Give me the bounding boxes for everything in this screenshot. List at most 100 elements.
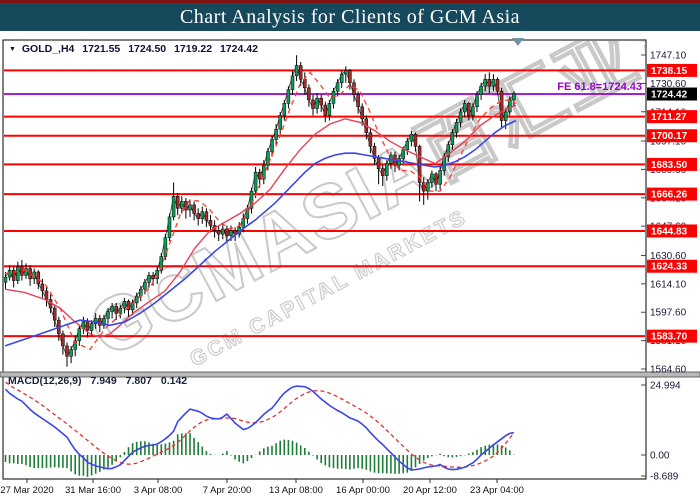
candle-bearish: [40, 283, 45, 292]
candle-bearish: [368, 132, 373, 147]
sr-price-badge-label: 1583.70: [651, 332, 688, 343]
time-tick-label[interactable]: 13 Apr 08:00: [269, 485, 323, 496]
panel-separator[interactable]: [0, 371, 700, 378]
sr-price-badge: [647, 157, 697, 171]
ma-red-solid-line[interactable]: [4, 104, 517, 339]
time-tick-label[interactable]: 23 Apr 04:00: [470, 485, 524, 496]
candle-bearish: [380, 168, 385, 176]
candle-bullish: [335, 82, 340, 92]
candle-bearish: [352, 82, 356, 95]
candle-bullish: [471, 106, 475, 116]
candle-bearish: [311, 99, 315, 109]
candle-bullish: [253, 171, 258, 192]
chart-dropdown-icon[interactable]: ▼: [9, 46, 16, 53]
candle-bullish: [143, 282, 147, 290]
candle-bullish: [483, 79, 487, 87]
candle-bullish: [89, 323, 94, 331]
candle-bearish: [52, 307, 57, 321]
sr-price-badge-label: 1666.26: [651, 190, 688, 201]
candle-bearish: [421, 182, 426, 192]
candle-bullish: [73, 340, 77, 350]
candle-bearish: [28, 268, 32, 280]
price-tick-label: 1597.60: [650, 308, 687, 319]
candle-bullish: [290, 75, 295, 90]
candle-bearish: [225, 228, 229, 237]
sr-price-badge: [647, 129, 697, 143]
candle-bullish: [134, 295, 139, 304]
fibo-expansion-label[interactable]: FE 61.8=1724.43: [557, 81, 642, 93]
symbol-ohlc-header: ▼ GOLD_,H4 1721.55 1724.50 1719.22 1724.…: [9, 43, 263, 55]
time-tick-label[interactable]: 31 Mar 16:00: [65, 485, 121, 496]
sr-price-badge: [647, 329, 697, 343]
high-value: 1724.50: [128, 43, 167, 55]
candle-bearish: [233, 230, 237, 235]
price-tick-label: 1630.60: [650, 251, 687, 262]
current-price-badge: [647, 87, 697, 101]
candle-bearish: [319, 97, 323, 106]
candle-bullish: [475, 94, 479, 108]
candle-bullish: [503, 111, 508, 121]
candle-bullish: [409, 134, 414, 142]
candle-bearish: [114, 306, 118, 314]
macd-main-line: [4, 385, 515, 471]
sr-price-badge-label: 1711.27: [651, 112, 687, 123]
candle-bearish: [307, 87, 311, 101]
macd-tick-label: -8.689: [650, 472, 679, 483]
candle-bullish: [118, 307, 123, 314]
candle-bearish: [151, 275, 155, 280]
candle-bullish: [229, 230, 233, 237]
candle-bullish: [458, 111, 463, 123]
candle-bullish: [200, 211, 205, 219]
candle-bearish: [85, 321, 90, 331]
price-tick-label: 1614.10: [650, 279, 687, 290]
time-tick-label[interactable]: 27 Mar 2020: [0, 485, 53, 496]
candle-bullish: [450, 132, 455, 145]
macd-signal-value: 7.807: [125, 375, 152, 387]
candle-bearish: [36, 271, 41, 285]
price-tick-label: 1564.60: [650, 365, 687, 376]
time-tick-label[interactable]: 20 Apr 12:00: [403, 485, 457, 496]
candle-bearish: [298, 65, 303, 80]
candle-bullish: [270, 139, 274, 152]
candle-bearish: [487, 79, 492, 87]
candle-bullish: [188, 204, 192, 211]
candle-bullish: [102, 318, 106, 326]
macd-signal-line: [5, 381, 515, 468]
candle-bullish: [147, 275, 151, 283]
candle-bullish: [278, 115, 282, 130]
ma-red-dashed-line[interactable]: [4, 71, 517, 351]
title-bar: Chart Analysis for Clients of GCM Asia: [0, 0, 700, 31]
candle-bearish: [208, 220, 213, 226]
macd-tick-label: 24.994: [650, 381, 681, 392]
candle-bearish: [372, 146, 377, 159]
candle-bullish: [274, 128, 278, 140]
low-value: 1719.22: [174, 43, 213, 55]
candle-bullish: [262, 165, 266, 180]
sr-price-badge-label: 1738.15: [651, 66, 688, 77]
time-tick-label[interactable]: 16 Apr 00:00: [336, 485, 390, 496]
candle-bearish: [360, 106, 364, 120]
candle-bullish: [106, 311, 110, 319]
candle-bullish: [508, 99, 512, 113]
time-tick-label[interactable]: 3 Apr 08:00: [134, 485, 183, 496]
time-tick-label[interactable]: 7 Apr 20:00: [203, 485, 252, 496]
close-value: 1724.42: [219, 43, 258, 55]
candle-bearish: [323, 104, 328, 116]
chart-shift-marker-icon[interactable]: [511, 38, 524, 46]
candle-bearish: [495, 79, 500, 92]
candle-bullish: [286, 89, 291, 104]
candle-bullish: [69, 349, 73, 357]
price-tick-label: 1730.60: [650, 79, 687, 90]
candle-bullish: [405, 140, 410, 151]
candle-bullish: [344, 70, 348, 75]
candle-bullish: [397, 158, 401, 166]
sr-price-badge-label: 1683.50: [651, 160, 688, 171]
sr-price-badge: [647, 224, 697, 238]
ma-blue-line[interactable]: [4, 119, 517, 347]
candle-bullish: [122, 300, 127, 309]
candle-bullish: [163, 237, 168, 257]
open-value: 1721.55: [82, 43, 121, 55]
sr-price-badge: [647, 110, 697, 124]
